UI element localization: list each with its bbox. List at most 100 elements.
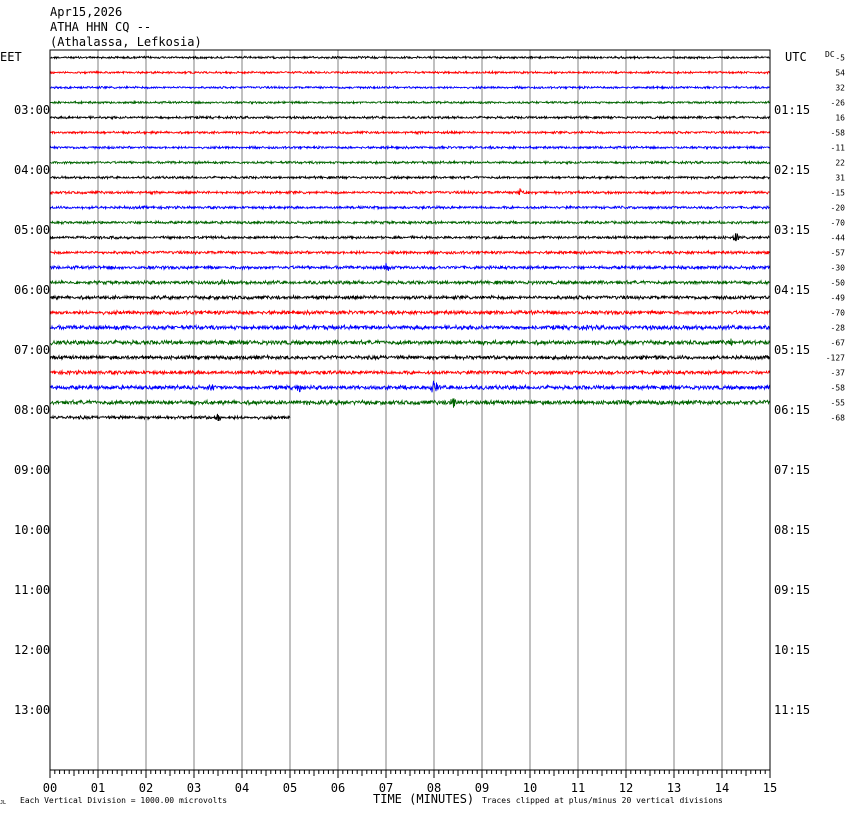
dc-offset-value: 22 [835, 159, 845, 168]
x-axis-label: TIME (MINUTES) [373, 792, 474, 806]
dc-offset-value: -58 [831, 384, 846, 393]
plot-border [49, 49, 771, 771]
left-hour-label: 06:00 [14, 283, 50, 297]
trace-line [49, 262, 771, 271]
scale-note: Each Vertical Division = 1000.00 microvo… [20, 796, 227, 805]
station-location: (Athalassa, Lefkosia) [50, 35, 202, 49]
trace-line [49, 338, 771, 347]
trace-line [49, 278, 771, 286]
right-hour-label: 03:15 [774, 223, 810, 237]
x-tick-label: 06 [331, 781, 345, 795]
plot-date: Apr15,2026 [50, 5, 123, 19]
x-tick-label: 02 [139, 781, 153, 795]
dc-offset-value: -15 [831, 189, 846, 198]
trace-line [49, 69, 771, 76]
trace-line [49, 293, 771, 302]
trace-line [49, 99, 771, 106]
plot-frame [49, 49, 771, 778]
right-timezone-label: UTC [785, 50, 807, 64]
dc-offset-value: -49 [831, 294, 846, 303]
x-tick-label: 05 [283, 781, 297, 795]
x-tick-label: 01 [91, 781, 105, 795]
trace-line [49, 114, 771, 121]
right-hour-label: 04:15 [774, 283, 810, 297]
trace-line [49, 159, 771, 166]
trace-line [49, 413, 291, 422]
trace-line [49, 380, 771, 393]
trace-line [49, 398, 771, 408]
x-tick-label: 15 [763, 781, 777, 795]
left-hour-label: 05:00 [14, 223, 50, 237]
dc-offset-value: -11 [831, 144, 846, 153]
trace-line [49, 233, 771, 242]
dc-offset-value: 31 [835, 174, 845, 183]
trace-line [49, 249, 770, 256]
x-tick-label: 09 [475, 781, 489, 795]
clip-note: Traces clipped at plus/minus 20 vertical… [482, 796, 723, 805]
station-code: ATHA HHN CQ -- [50, 20, 152, 34]
x-tick-label: 14 [715, 781, 729, 795]
x-tick-label: 12 [619, 781, 633, 795]
x-tick-label: 04 [235, 781, 249, 795]
left-hour-label: 08:00 [14, 403, 50, 417]
dc-offset-value: -37 [831, 369, 846, 378]
dc-offset-value: 16 [835, 114, 845, 123]
right-hour-label: 07:15 [774, 463, 810, 477]
left-hour-label: 07:00 [14, 343, 50, 357]
dc-offset-value: -68 [831, 414, 846, 423]
trace-line [49, 204, 771, 211]
dc-header: DC [825, 50, 835, 59]
footer-small-mark: JL [0, 800, 6, 806]
right-hour-label: 09:15 [774, 583, 810, 597]
trace-line [49, 323, 771, 332]
dc-offset-value: 32 [835, 84, 845, 93]
axis-labels: EET UTC 03:00 04:00 05:00 06:00 07:00 08:00 09:0… [0, 50, 810, 795]
left-hour-label: 10:00 [14, 523, 50, 537]
dc-offset-value: -70 [831, 219, 846, 228]
dc-offset-value: -20 [831, 204, 846, 213]
right-hour-label: 05:15 [774, 343, 810, 357]
right-hour-label: 11:15 [774, 703, 810, 717]
minute-grid [97, 50, 723, 770]
x-tick-label: 13 [667, 781, 681, 795]
left-hour-label: 12:00 [14, 643, 50, 657]
seismic-traces [49, 54, 771, 422]
right-hour-label: 10:15 [774, 643, 810, 657]
right-hour-label: 06:15 [774, 403, 810, 417]
left-hour-label: 13:00 [14, 703, 50, 717]
trace-line [49, 144, 771, 151]
x-tick-label: 10 [523, 781, 537, 795]
x-tick-label: 07 [379, 781, 393, 795]
x-tick-label: 03 [187, 781, 201, 795]
dc-offset-value: -5 [835, 54, 845, 63]
trace-line [49, 219, 771, 226]
trace-line [49, 129, 771, 136]
dc-offset-value: -58 [831, 129, 846, 138]
right-hour-label: 08:15 [774, 523, 810, 537]
dc-offset-value: -26 [831, 99, 846, 108]
right-hour-label: 02:15 [774, 163, 810, 177]
left-hour-label: 04:00 [14, 163, 50, 177]
x-tick-label: 00 [43, 781, 57, 795]
right-hour-label: 01:15 [774, 103, 810, 117]
trace-line [49, 369, 771, 376]
trace-line [49, 308, 771, 317]
x-tick-label: 11 [571, 781, 585, 795]
dc-offset-value: -50 [831, 279, 846, 288]
dc-offset-value: -67 [831, 339, 846, 348]
footer: JL Each Vertical Division = 1000.00 micro… [0, 792, 723, 806]
dc-offset-value: -57 [831, 249, 846, 258]
trace-line [49, 174, 771, 181]
dc-offset-value: -70 [831, 309, 846, 318]
dc-offset-value: -44 [831, 234, 846, 243]
dc-offset-value: -30 [831, 264, 846, 273]
left-hour-label: 03:00 [14, 103, 50, 117]
left-hour-label: 11:00 [14, 583, 50, 597]
trace-line [49, 54, 771, 61]
trace-line [49, 188, 771, 196]
dc-offset-column: DC -5 54 32 -26 16 -58 -11 22 31 -15 -20 -70 -44 -57 -3… [825, 50, 845, 423]
trace-line [49, 84, 771, 91]
dc-offset-value: -28 [831, 324, 846, 333]
dc-offset-value: -55 [831, 399, 846, 408]
